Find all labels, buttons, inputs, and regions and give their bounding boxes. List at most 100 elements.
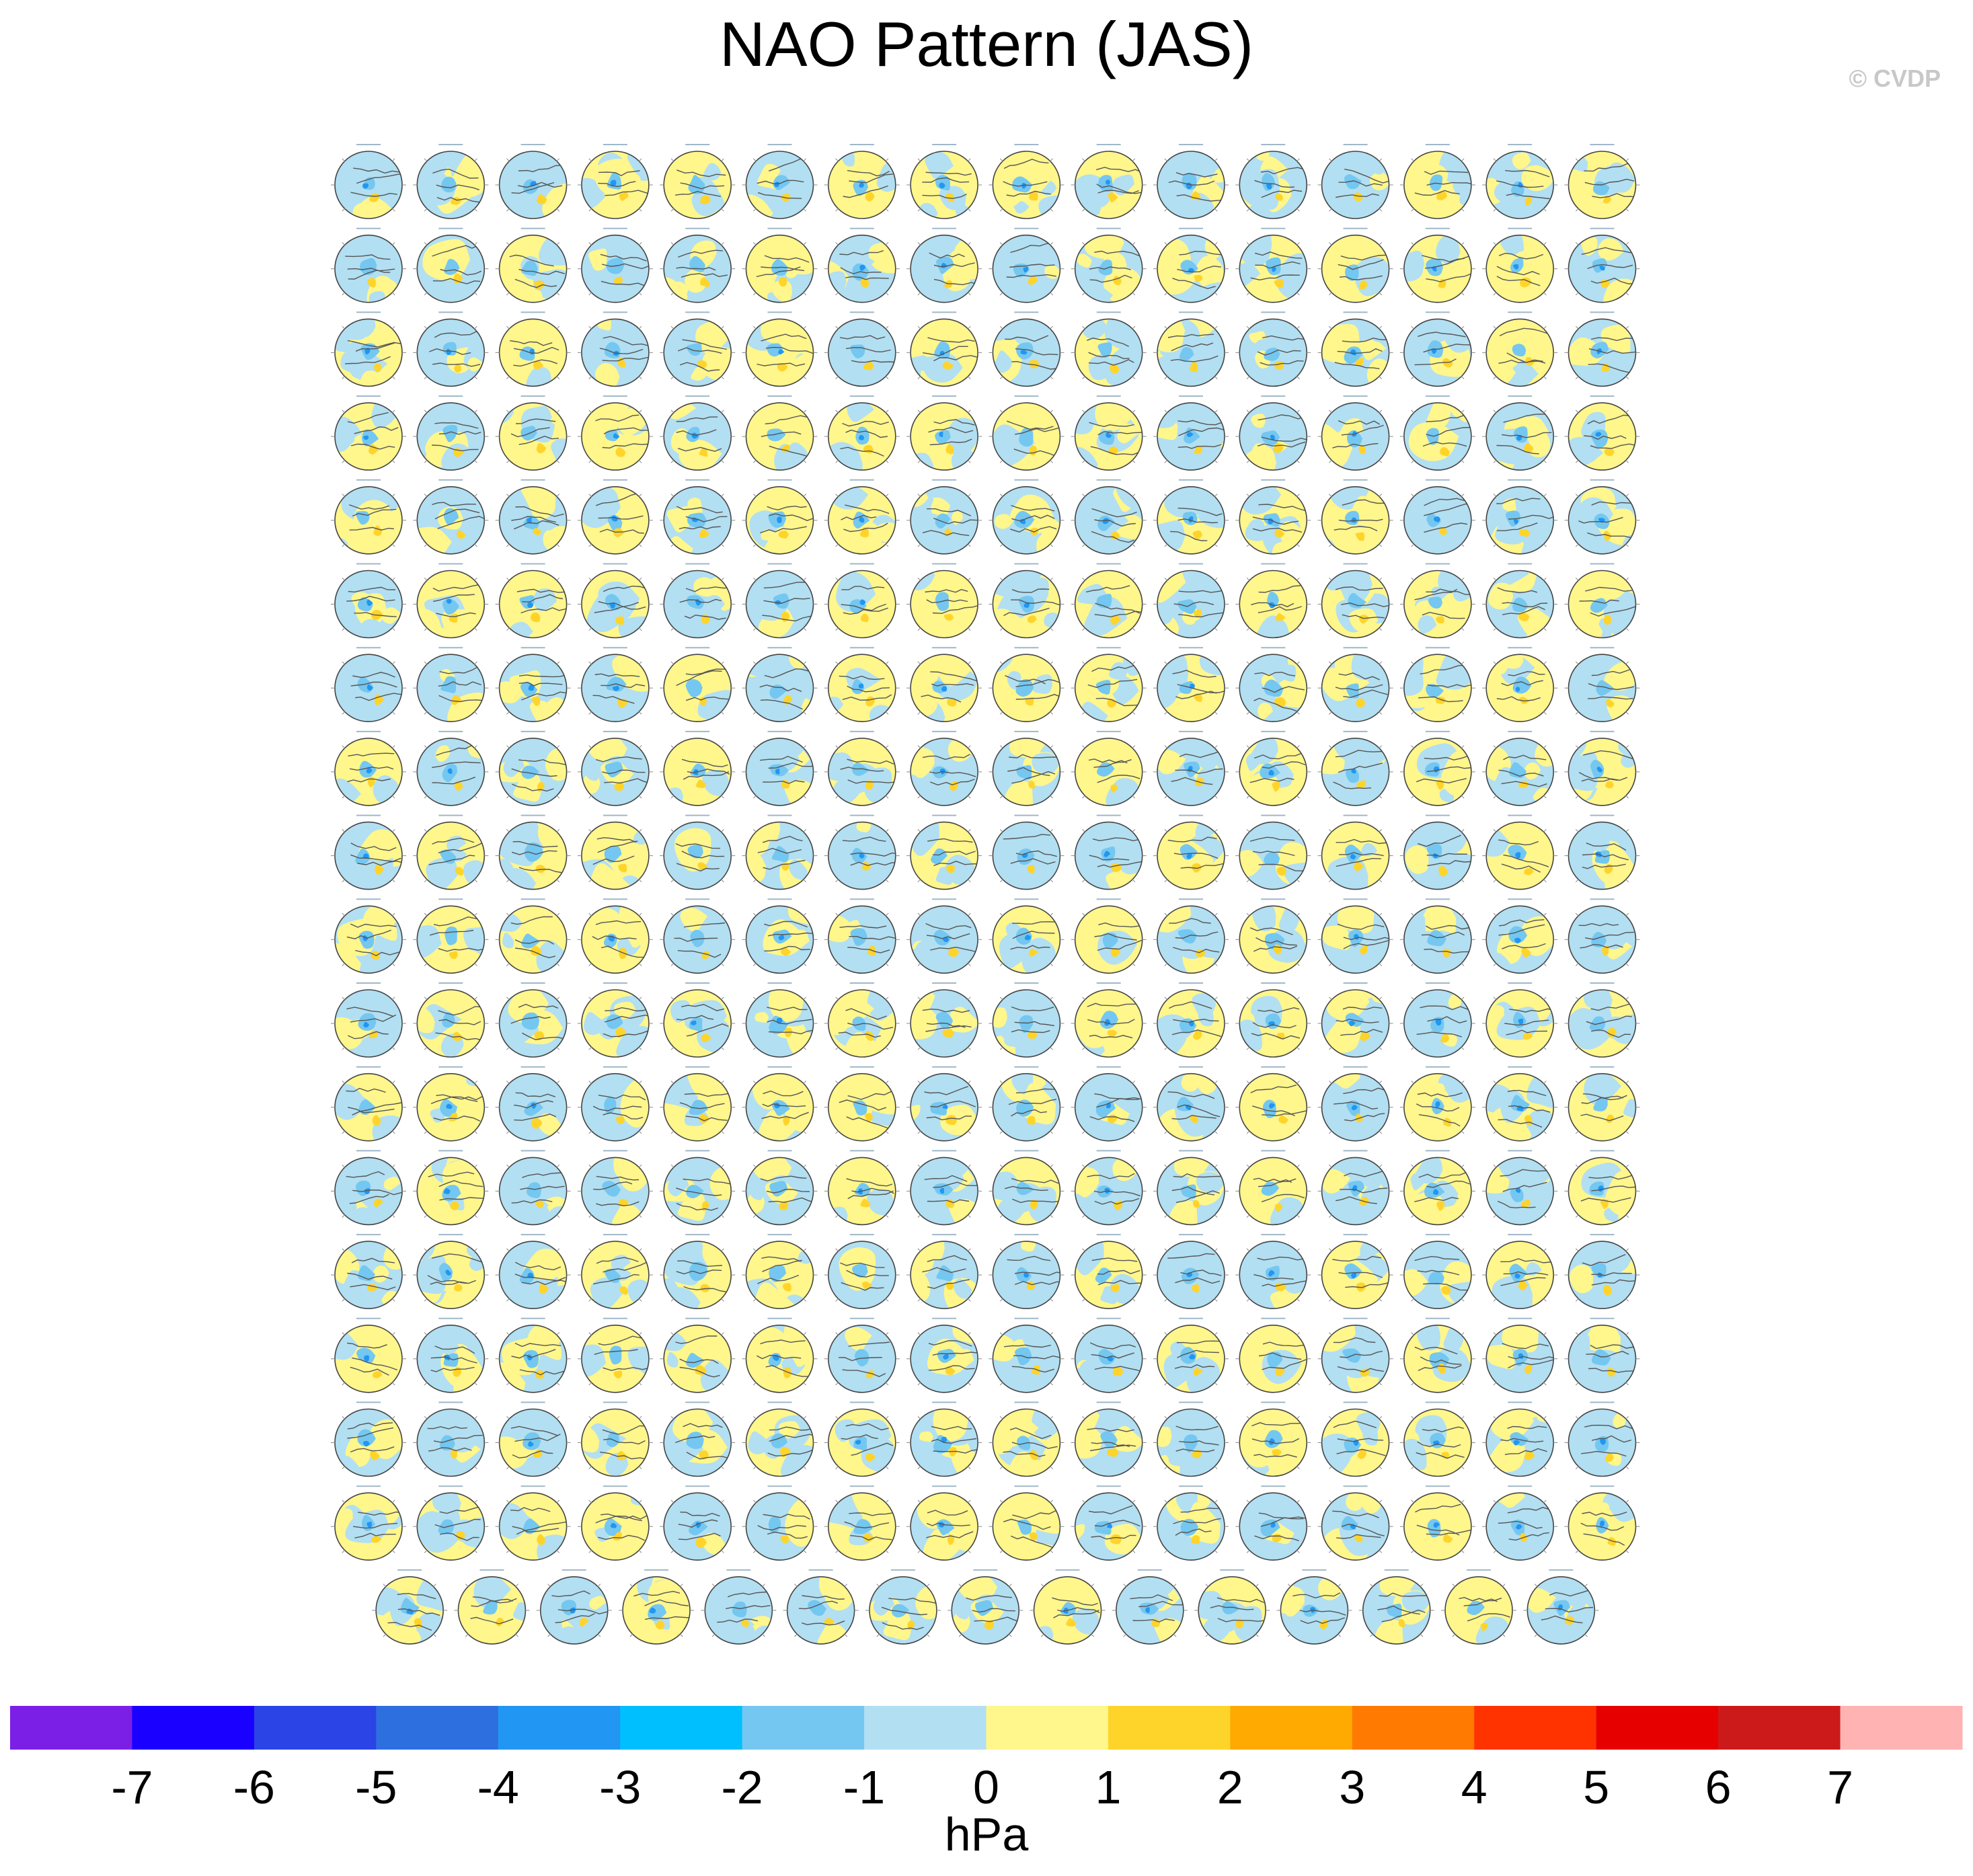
colorbar-swatch xyxy=(1840,1706,1963,1750)
polar-map-panel xyxy=(1482,395,1558,471)
polar-map-panel xyxy=(1235,1234,1311,1309)
colorbar-swatch xyxy=(1108,1706,1231,1750)
polar-map-panel xyxy=(1399,982,1475,1058)
polar-map-panel xyxy=(824,647,900,723)
polar-map-panel xyxy=(906,1317,982,1393)
polar-map-panel xyxy=(1071,144,1147,219)
polar-map-panel xyxy=(1153,227,1229,303)
polar-map-panel xyxy=(331,814,406,890)
polar-map-panel xyxy=(1482,227,1558,303)
polar-map-panel xyxy=(660,982,736,1058)
polar-map-panel xyxy=(372,1569,448,1645)
polar-map-panel xyxy=(989,647,1065,723)
polar-map-panel xyxy=(1153,982,1229,1058)
polar-map-panel xyxy=(989,395,1065,471)
polar-map-panel xyxy=(742,647,818,723)
polar-map-panel xyxy=(413,479,489,555)
colorbar-tick-label: 6 xyxy=(1705,1761,1732,1813)
polar-map-panel xyxy=(1564,563,1640,639)
polar-map-panel xyxy=(577,898,653,974)
polar-map-panel xyxy=(989,227,1065,303)
polar-map-panel xyxy=(495,1317,571,1393)
polar-map-panel xyxy=(742,898,818,974)
polar-map-panel xyxy=(989,311,1065,387)
polar-map-panel xyxy=(824,1401,900,1477)
polar-map-panel xyxy=(1399,311,1475,387)
polar-map-panel xyxy=(495,395,571,471)
polar-map-panel xyxy=(413,1317,489,1393)
polar-map-panel xyxy=(1482,1066,1558,1142)
colorbar-swatch xyxy=(864,1706,986,1750)
colorbar-swatch xyxy=(742,1706,865,1750)
polar-map-panel xyxy=(577,1234,653,1309)
polar-map-panel xyxy=(1399,730,1475,806)
colorbar-tick-label: -6 xyxy=(233,1761,275,1813)
polar-map-panel xyxy=(495,1234,571,1309)
polar-map-panel xyxy=(1194,1569,1270,1645)
polar-map-panel xyxy=(660,647,736,723)
polar-map-panel xyxy=(495,1401,571,1477)
polar-map-panel xyxy=(413,1234,489,1309)
polar-map-panel xyxy=(742,144,818,219)
polar-map-panel xyxy=(906,144,982,219)
polar-map-panel xyxy=(1358,1569,1434,1645)
polar-map-panel xyxy=(1317,1401,1393,1477)
polar-map-panel xyxy=(1399,227,1475,303)
colorbar-tick-label: -2 xyxy=(722,1761,763,1813)
colorbar-swatch xyxy=(1596,1706,1719,1750)
polar-map-panel xyxy=(1071,1401,1147,1477)
polar-map-panel xyxy=(577,227,653,303)
polar-map-panel xyxy=(1482,1401,1558,1477)
polar-map-panel xyxy=(413,814,489,890)
polar-map-panel xyxy=(331,1401,406,1477)
polar-map-panel xyxy=(824,1317,900,1393)
polar-map-panel xyxy=(1153,144,1229,219)
polar-map-panel xyxy=(577,647,653,723)
polar-map-panel xyxy=(1482,898,1558,974)
polar-map-panel xyxy=(906,814,982,890)
polar-map-panel xyxy=(824,563,900,639)
polar-map-panel xyxy=(413,1485,489,1561)
polar-map-panel xyxy=(1317,1485,1393,1561)
colorbar-swatch xyxy=(254,1706,377,1750)
polar-map-panel xyxy=(1276,1569,1352,1645)
polar-map-panel xyxy=(413,395,489,471)
polar-map-panel xyxy=(906,647,982,723)
polar-map-panel xyxy=(1523,1569,1599,1645)
polar-map-panel xyxy=(1399,563,1475,639)
polar-map-panel xyxy=(1317,311,1393,387)
polar-map-panel xyxy=(989,1485,1065,1561)
polar-map-panel xyxy=(1153,1485,1229,1561)
polar-map-panel xyxy=(495,898,571,974)
colorbar-tick-label: 5 xyxy=(1583,1761,1609,1813)
polar-map-panel xyxy=(1317,730,1393,806)
polar-map-panel xyxy=(577,1401,653,1477)
polar-map-panel xyxy=(1071,479,1147,555)
polar-map-panel xyxy=(824,311,900,387)
map-panel-grid xyxy=(331,144,1640,1645)
polar-map-panel xyxy=(413,1066,489,1142)
colorbar-tick-label: 3 xyxy=(1339,1761,1365,1813)
polar-map-panel xyxy=(1564,1485,1640,1561)
polar-map-panel xyxy=(1071,395,1147,471)
polar-map-panel xyxy=(824,144,900,219)
polar-map-panel xyxy=(660,479,736,555)
polar-map-panel xyxy=(1235,1485,1311,1561)
polar-map-panel xyxy=(1071,563,1147,639)
polar-map-panel xyxy=(824,898,900,974)
polar-map-panel xyxy=(1071,814,1147,890)
polar-map-panel xyxy=(413,647,489,723)
polar-map-panel xyxy=(577,1317,653,1393)
polar-map-panel xyxy=(660,227,736,303)
polar-map-panel xyxy=(413,730,489,806)
polar-map-panel xyxy=(331,1317,406,1393)
polar-map-panel xyxy=(413,982,489,1058)
polar-map-panel xyxy=(989,1150,1065,1226)
polar-map-panel xyxy=(1482,1150,1558,1226)
polar-map-panel xyxy=(413,144,489,219)
polar-map-panel xyxy=(906,982,982,1058)
polar-map-panel xyxy=(1153,1234,1229,1309)
polar-map-panel xyxy=(1235,982,1311,1058)
polar-map-panel xyxy=(660,1485,736,1561)
polar-map-panel xyxy=(413,1150,489,1226)
